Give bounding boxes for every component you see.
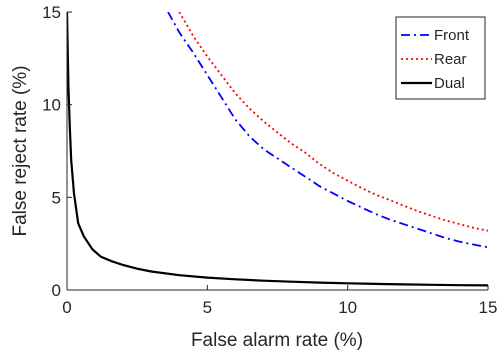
x-tick-label: 10 [338,298,357,317]
series-line-dual [67,12,488,287]
y-tick-label: 5 [52,188,61,207]
x-axis-label: False alarm rate (%) [191,330,363,351]
legend-box [395,16,486,100]
series-line-rear [178,12,488,232]
y-tick-label: 10 [42,96,61,115]
series-line-front [167,12,488,249]
y-tick-label: 15 [42,3,61,22]
plot-area [67,12,488,287]
legend-label-rear: Rear [434,51,467,68]
y-axis-label: False reject rate (%) [10,65,31,236]
x-tick-label: 0 [62,298,71,317]
legend-label-front: Front [434,27,470,44]
legend-label-dual: Dual [434,75,465,92]
x-tick-label: 5 [203,298,212,317]
y-tick-label: 0 [52,281,61,300]
axes: 0 5 10 15 0 5 10 15 [42,3,497,317]
legend: Front Rear Dual [395,16,486,100]
x-tick-label: 15 [479,298,498,317]
